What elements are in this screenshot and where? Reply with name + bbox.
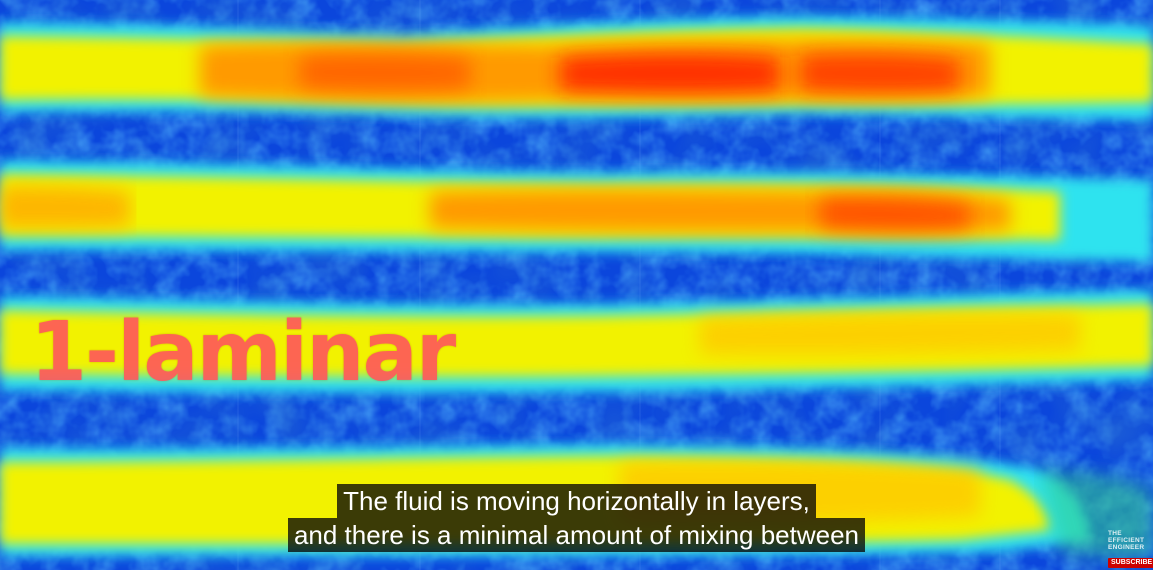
channel-watermark[interactable]: THE EFFICIENT ENGINEER SUBSCRIBE	[1108, 530, 1153, 569]
channel-name-line-2: EFFICIENT	[1108, 537, 1145, 544]
channel-name-line-3: ENGINEER	[1108, 544, 1145, 551]
flow-band-3	[0, 290, 1153, 393]
subscribe-button[interactable]: SUBSCRIBE	[1108, 558, 1153, 568]
channel-name-line-1: THE	[1108, 530, 1122, 537]
flow-band-4	[0, 444, 1153, 558]
flow-band-1	[0, 16, 1153, 120]
overlay-title-text: 1-laminar	[30, 305, 456, 400]
flow-band-2	[0, 160, 1153, 262]
